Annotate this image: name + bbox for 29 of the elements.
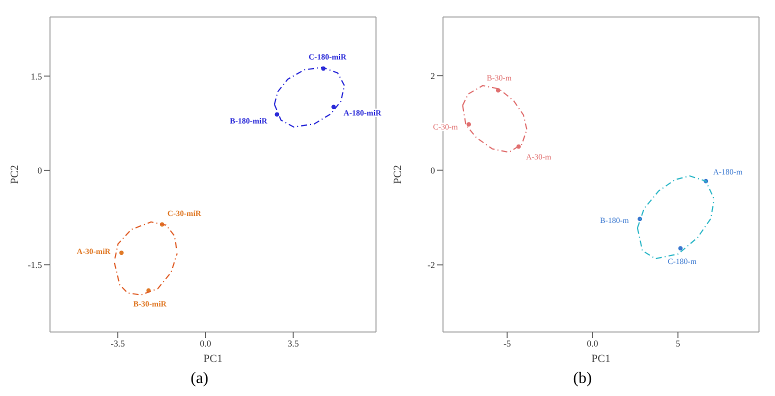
data-label: B-180-miR: [230, 116, 268, 126]
data-label: A-30-miR: [76, 246, 111, 256]
data-label: A-30-m: [526, 152, 552, 162]
y-axis-title: PC2: [392, 165, 404, 184]
text: (b): [572, 370, 593, 388]
data-label: A-180-m: [713, 167, 744, 176]
data-label: A-180-miR: [344, 108, 382, 118]
text: (a): [190, 370, 210, 388]
y-tick-label: -2: [428, 260, 435, 270]
data-label: C-180-miR: [308, 52, 347, 62]
x-tick-label: -3.5: [110, 338, 126, 348]
x-tick-label: 0.0: [200, 338, 212, 348]
x-tick-label: -5: [503, 338, 512, 348]
x-tick-label: 5: [676, 338, 681, 348]
data-label: B-30-miR: [133, 299, 167, 308]
data-label: B-30-m: [486, 73, 512, 82]
y-tick-label: 0: [430, 165, 436, 176]
y-axis-title: PC2: [8, 165, 21, 184]
y-tick-label: 0: [38, 166, 42, 176]
x-tick-label: 3.5: [288, 338, 300, 348]
y-tick-label: 1.5: [30, 71, 42, 82]
x-axis-title: PC1: [204, 353, 222, 365]
data-label: C-30-miR: [167, 209, 202, 218]
data-label: C-180-m: [668, 257, 698, 266]
data-label: B-180-m: [600, 216, 630, 225]
x-tick-label: 0.0: [586, 338, 599, 348]
x-axis-title: PC1: [592, 353, 610, 365]
y-tick-label: 2: [430, 70, 435, 81]
y-tick-label: -1.5: [28, 260, 42, 270]
